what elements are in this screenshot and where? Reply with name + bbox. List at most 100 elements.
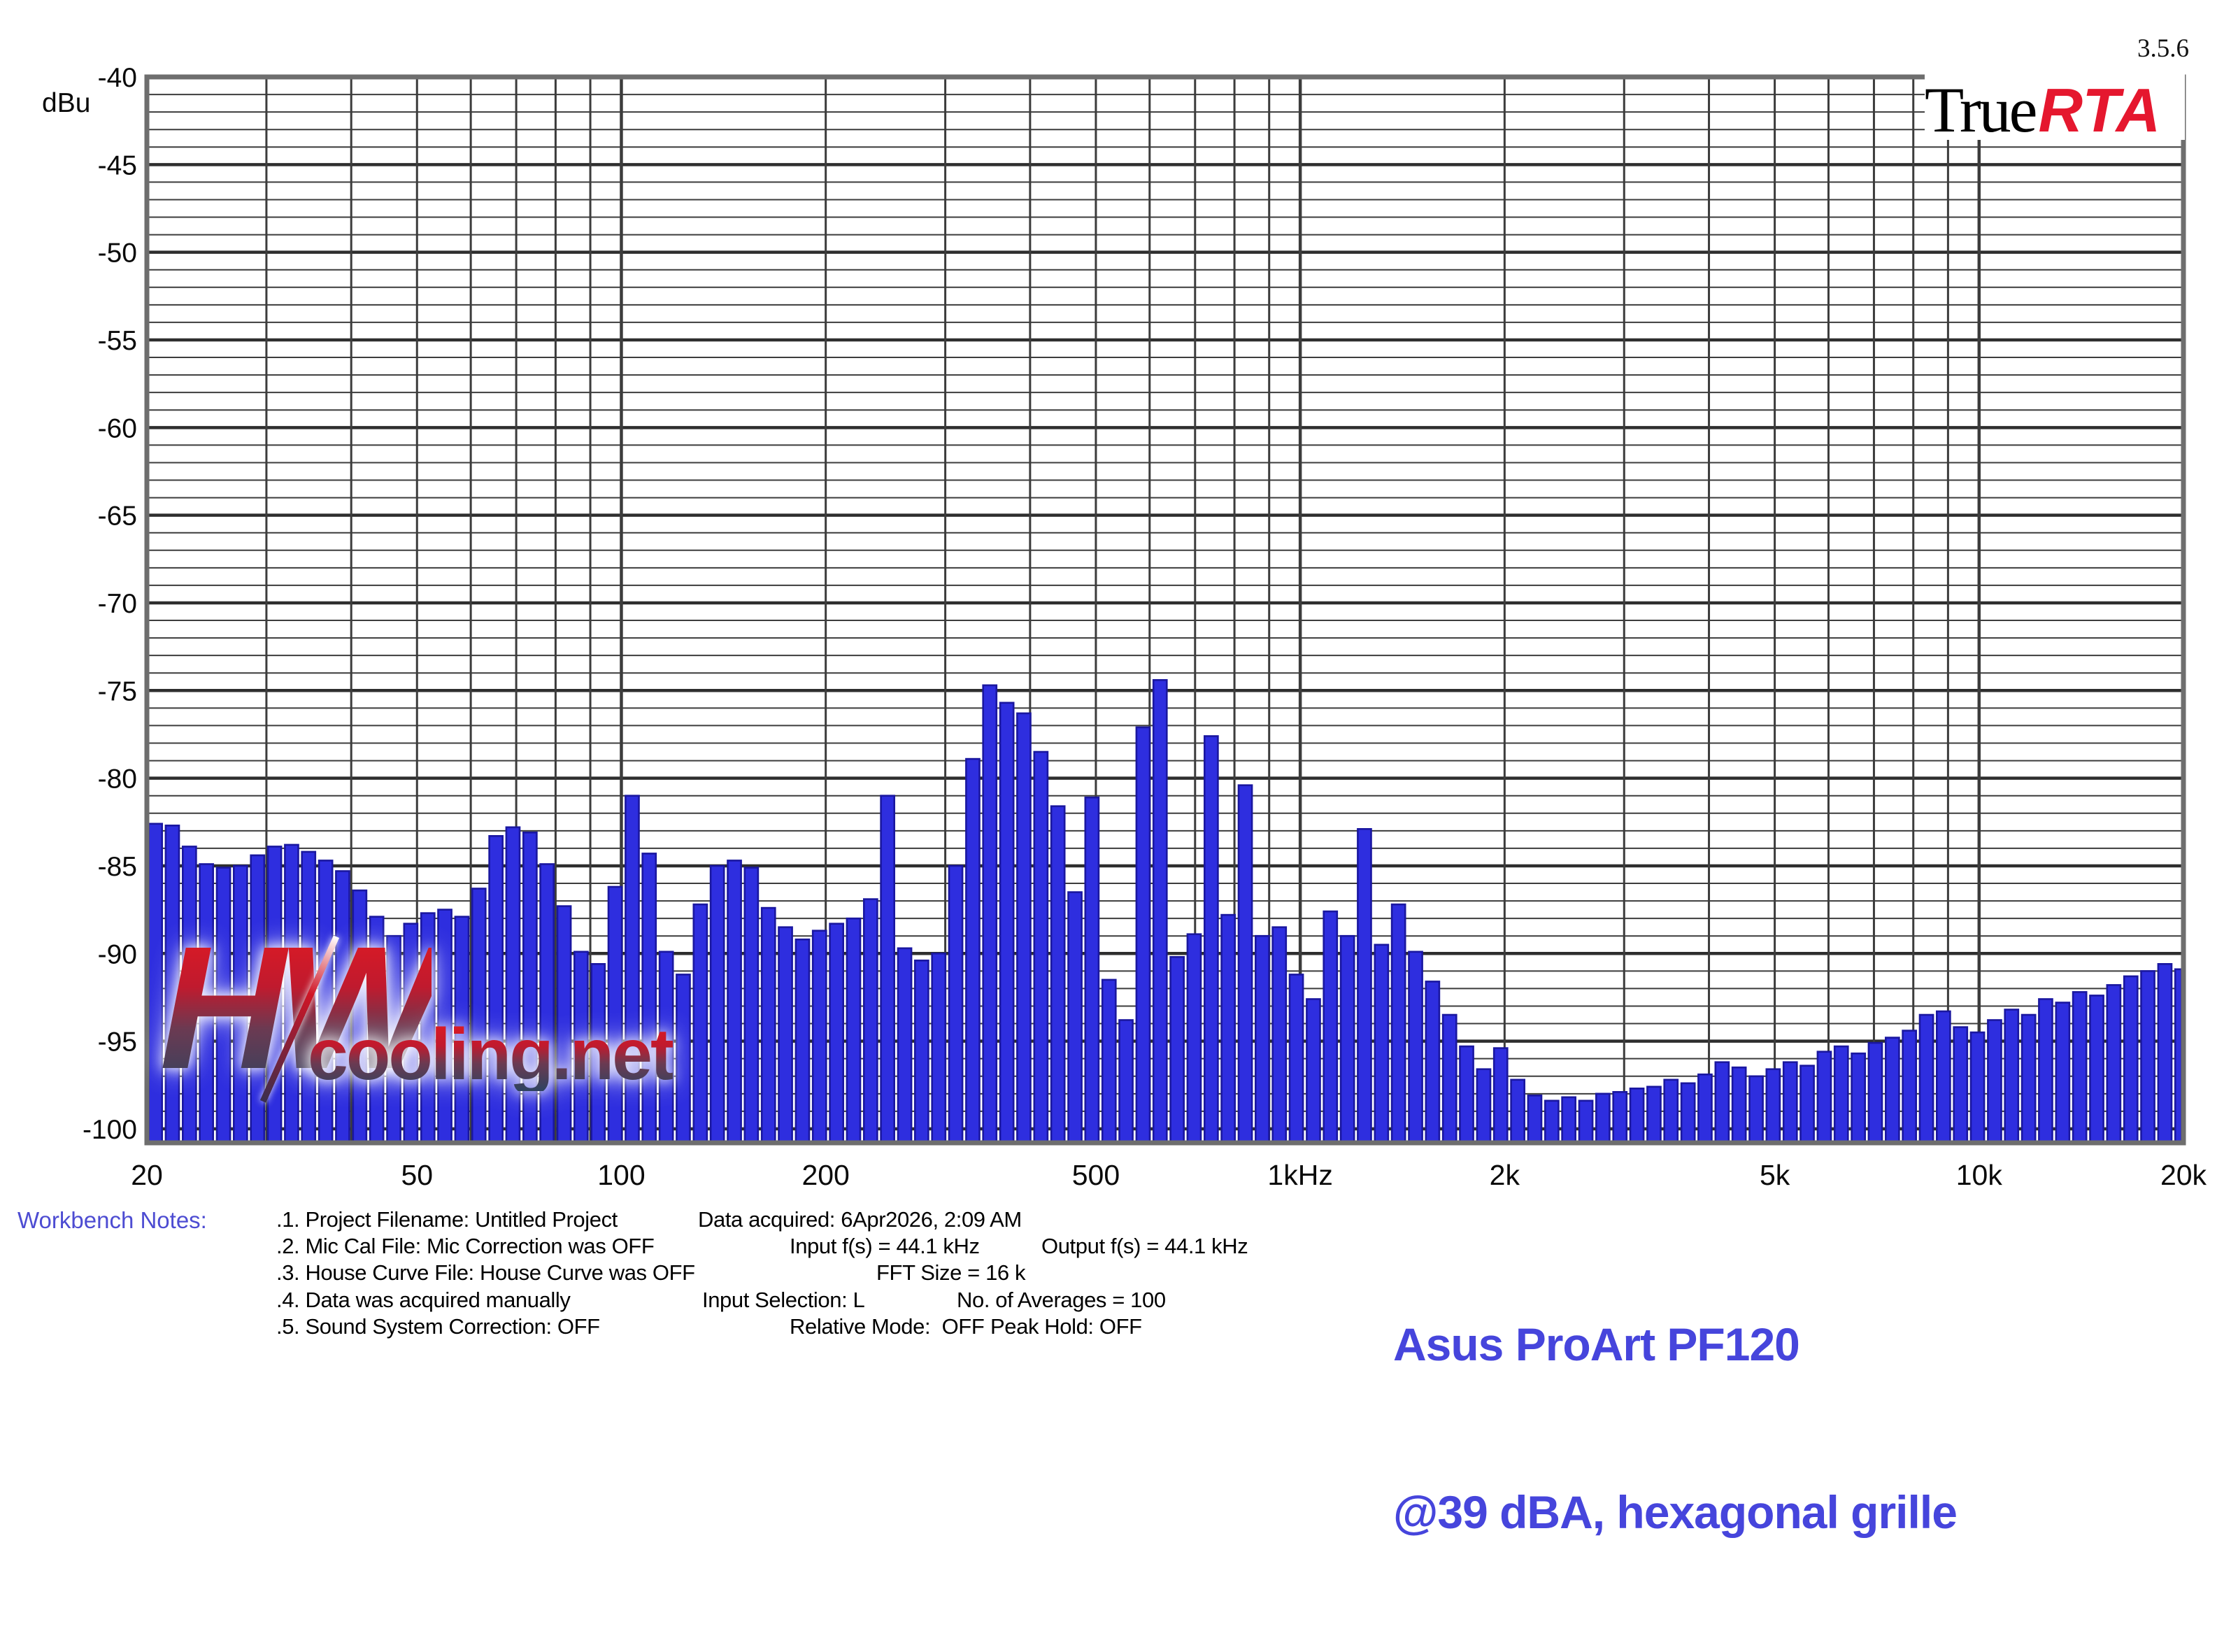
spectrum-bar [1390, 903, 1406, 1144]
x-tick-label: 100 [597, 1159, 645, 1191]
spectrum-bar [1255, 934, 1270, 1144]
spectrum-bar [676, 974, 691, 1144]
spectrum-bar [1969, 1031, 1986, 1144]
hwcooling-monogram: HW [159, 910, 441, 1105]
spectrum-bar [2157, 963, 2173, 1144]
spectrum-bar [1885, 1037, 1900, 1144]
spectrum-bar [1033, 750, 1049, 1144]
spectrum-bar [1697, 1073, 1713, 1144]
y-tick-label: -75 [98, 676, 137, 706]
spectrum-bar [880, 795, 895, 1144]
gridlines [147, 77, 2183, 1143]
spectrum-bar [1288, 974, 1304, 1144]
spectrum-bar [1204, 735, 1219, 1144]
y-tick-label: -55 [98, 326, 137, 356]
note-row-1-value: Data acquired: 6Apr2026, 2:09 AM [698, 1207, 1022, 1232]
spectrum-bar [1323, 910, 1339, 1144]
spectrum-bar [1016, 712, 1032, 1144]
note-row-3-value: FFT Size = 16 k [876, 1260, 1026, 1285]
spectrum-bar [1118, 1019, 1134, 1144]
spectrum-bar [1527, 1095, 1543, 1144]
y-tick-label: -70 [98, 589, 137, 619]
note-row-3-label: .3. House Curve File: House Curve was OF… [276, 1260, 695, 1285]
spectrum-bar [1799, 1064, 1815, 1144]
spectrum-bar [2174, 968, 2183, 1144]
spectrum-bar [1135, 726, 1151, 1144]
measurement-title: Asus ProArt PF120 @39 dBA, hexagonal gri… [1393, 1204, 1958, 1652]
note-row-5-label: .5. Sound System Correction: OFF [276, 1314, 600, 1339]
spectrum-bar [1084, 796, 1100, 1144]
x-tick-label: 1kHz [1267, 1159, 1332, 1191]
spectrum-bar [1544, 1099, 1560, 1144]
x-tick-label: 20 [131, 1159, 163, 1191]
spectrum-bar [1050, 805, 1066, 1144]
truerta-logo: True RTA [1925, 73, 2185, 145]
spectrum-bar [2004, 1009, 2020, 1144]
spectrum-bar [1782, 1061, 1798, 1144]
spectrum-bar [1101, 978, 1117, 1144]
spectrum-bar [1663, 1078, 1679, 1144]
spectrum-bar [2140, 970, 2155, 1144]
spectrum-bar [1425, 981, 1441, 1144]
truerta-app-screenshot: 20 50 100 200 500 1kHz 2k 5k 10k 20k -40 -45 -50 -55 -… [17, 34, 2207, 1538]
y-tick-label: -60 [98, 413, 137, 443]
spectrum-bar [863, 898, 878, 1144]
y-tick-label: -90 [98, 939, 137, 969]
spectrum-bar [897, 947, 913, 1144]
spectrum-bar [794, 938, 811, 1144]
y-axis-unit-label: dBu [42, 88, 91, 118]
spectrum-bar [999, 702, 1015, 1144]
spectrum-bar [1561, 1096, 1577, 1144]
note-row-2-value: Input f(s) = 44.1 kHz [790, 1234, 980, 1258]
spectrum-bar [931, 953, 947, 1144]
spectrum-bar [727, 860, 742, 1144]
version-label: 3.5.6 [2137, 34, 2189, 63]
spectrum-bar [1339, 934, 1355, 1144]
spectrum-bar [778, 926, 793, 1144]
spectrum-bar [1152, 678, 1168, 1144]
spectrum-bar [1902, 1030, 1918, 1144]
spectrum-bar [982, 684, 998, 1144]
spectrum-bar [709, 864, 725, 1144]
spectrum-bar [1441, 1013, 1457, 1144]
y-tick-label: -45 [98, 150, 137, 180]
y-tick-label: -85 [98, 852, 137, 882]
y-tick-label: -95 [98, 1027, 137, 1058]
hwcooling-watermark: HW cooling.net [159, 920, 675, 1146]
note-row-1-label: .1. Project Filename: Untitled Project [276, 1207, 618, 1232]
spectrum-bar [2038, 998, 2053, 1144]
spectrum-bar [1936, 1010, 1951, 1144]
note-row-2-value2: Output f(s) = 44.1 kHz [1041, 1234, 1248, 1258]
hwcooling-domain: cooling.net [308, 1014, 675, 1095]
measurement-title-line2: @39 dBA, hexagonal grille [1393, 1486, 1958, 1538]
spectrum-bar [1987, 1019, 2002, 1144]
spectrum-bar [965, 757, 981, 1144]
x-tick-label: 50 [401, 1159, 433, 1191]
spectrum-bar [1731, 1066, 1747, 1144]
note-row-4-label: .4. Data was acquired manually [276, 1288, 571, 1312]
spectrum-bar [811, 930, 827, 1144]
spectrum-bar [1067, 891, 1083, 1144]
spectrum-bar [2089, 995, 2104, 1144]
spectrum-bar [2055, 1002, 2071, 1144]
x-tick-label: 5k [1760, 1159, 1790, 1191]
spectrum-bar [1408, 950, 1423, 1144]
spectrum-bar [1492, 1047, 1509, 1144]
spectrum-bar [1646, 1085, 1662, 1144]
note-row-4-value: Input Selection: L [702, 1288, 865, 1312]
y-tick-label: -65 [98, 501, 137, 532]
x-tick-label: 2k [1490, 1159, 1520, 1191]
spectrum-bar [1220, 913, 1236, 1144]
spectrum-bar [1851, 1052, 1867, 1144]
x-tick-label: 500 [1072, 1159, 1120, 1191]
spectrum-bar [846, 917, 862, 1144]
spectrum-bar [2106, 984, 2122, 1144]
spectrum-bar [1271, 926, 1288, 1144]
spectrum-bar [1595, 1092, 1611, 1144]
spectrum-bars [148, 678, 2183, 1144]
truerta-logo-rta: RTA [2038, 76, 2162, 145]
y-tick-label: -40 [98, 63, 137, 93]
spectrum-bar [743, 867, 760, 1144]
note-row-4-value2: No. of Averages = 100 [957, 1288, 1166, 1312]
plot-border [144, 74, 2186, 1146]
